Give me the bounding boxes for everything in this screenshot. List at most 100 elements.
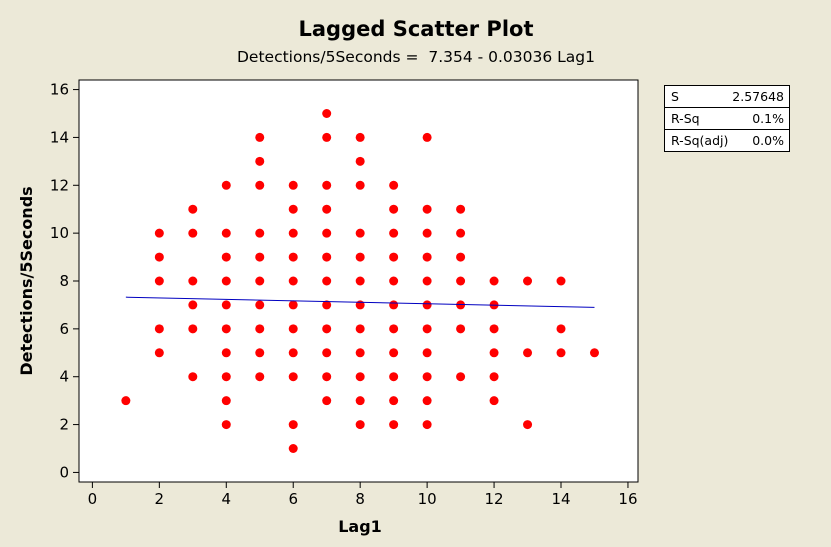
y-tick-label: 2	[59, 416, 69, 434]
data-point	[188, 204, 198, 214]
data-point	[422, 228, 432, 238]
data-point	[456, 204, 466, 214]
data-point	[422, 324, 432, 334]
data-point	[523, 420, 533, 430]
data-point	[221, 252, 231, 262]
data-point	[422, 300, 432, 310]
data-point	[221, 420, 231, 430]
data-point	[221, 396, 231, 406]
x-tick-label: 0	[88, 490, 98, 508]
data-point	[389, 252, 399, 262]
data-point	[422, 204, 432, 214]
data-point	[322, 252, 332, 262]
data-point	[188, 300, 198, 310]
data-point	[288, 204, 298, 214]
data-point	[188, 372, 198, 382]
data-point	[255, 180, 265, 190]
data-point	[288, 252, 298, 262]
y-tick-label: 10	[50, 224, 69, 242]
data-point	[456, 228, 466, 238]
data-point	[322, 276, 332, 286]
data-point	[255, 228, 265, 238]
data-point	[288, 180, 298, 190]
data-point	[389, 180, 399, 190]
data-point	[456, 252, 466, 262]
data-point	[422, 252, 432, 262]
data-point	[456, 372, 466, 382]
data-point	[188, 276, 198, 286]
chart-subtitle: Detections/5Seconds = 7.354 - 0.03036 La…	[237, 48, 595, 66]
data-point	[288, 324, 298, 334]
x-tick-label: 10	[418, 490, 437, 508]
data-point	[288, 228, 298, 238]
regression-stats-box: S 2.57648 R-Sq 0.1% R-Sq(adj) 0.0%	[664, 85, 790, 152]
data-point	[389, 372, 399, 382]
data-point	[422, 372, 432, 382]
x-tick-label: 16	[618, 490, 637, 508]
data-point	[489, 372, 499, 382]
data-point	[422, 132, 432, 142]
data-point	[322, 228, 332, 238]
data-point	[221, 228, 231, 238]
data-point	[322, 109, 332, 118]
data-point	[288, 420, 298, 430]
data-point	[221, 372, 231, 382]
x-tick-label: 12	[485, 490, 504, 508]
data-point	[355, 348, 365, 358]
data-point	[255, 132, 265, 142]
y-tick-label: 16	[50, 81, 69, 99]
data-point	[255, 324, 265, 334]
y-tick-label: 6	[59, 320, 69, 338]
data-point	[355, 396, 365, 406]
stat-value: 0.1%	[752, 111, 784, 126]
data-point	[322, 396, 332, 406]
data-point	[255, 372, 265, 382]
x-axis-label: Lag1	[338, 517, 382, 536]
data-point	[221, 180, 231, 190]
x-tick-label: 6	[288, 490, 298, 508]
data-point	[322, 348, 332, 358]
data-point	[556, 348, 566, 358]
data-point	[422, 276, 432, 286]
x-tick-label: 2	[155, 490, 165, 508]
data-point	[355, 372, 365, 382]
stat-value: 2.57648	[732, 89, 784, 104]
data-point	[288, 372, 298, 382]
data-point	[221, 324, 231, 334]
data-point	[154, 348, 164, 358]
data-point	[154, 276, 164, 286]
data-point	[389, 396, 399, 406]
data-point	[489, 276, 499, 286]
data-point	[288, 276, 298, 286]
data-point	[221, 348, 231, 358]
regression-fit	[125, 296, 595, 308]
data-point	[523, 276, 533, 286]
data-point	[422, 420, 432, 430]
data-point	[355, 420, 365, 430]
stat-row-s: S 2.57648	[665, 86, 789, 107]
data-point	[523, 348, 533, 358]
data-point	[355, 252, 365, 262]
data-point	[389, 276, 399, 286]
data-point	[255, 300, 265, 310]
data-point	[288, 348, 298, 358]
y-axis-label: Detections/5Seconds	[17, 186, 36, 375]
data-point	[589, 348, 599, 358]
data-point	[355, 132, 365, 142]
data-point	[389, 228, 399, 238]
data-point	[322, 300, 332, 310]
data-point	[255, 276, 265, 286]
data-point	[322, 180, 332, 190]
y-tick-label: 12	[50, 176, 69, 194]
data-point	[556, 276, 566, 286]
y-tick-label: 0	[59, 463, 69, 481]
data-point	[255, 252, 265, 262]
data-point	[255, 348, 265, 358]
data-point	[188, 324, 198, 334]
stat-label: R-Sq(adj)	[671, 133, 729, 148]
stat-value: 0.0%	[752, 133, 784, 148]
data-point	[389, 204, 399, 214]
stat-row-r-sq: R-Sq 0.1%	[665, 107, 789, 129]
x-tick-label: 4	[222, 490, 232, 508]
